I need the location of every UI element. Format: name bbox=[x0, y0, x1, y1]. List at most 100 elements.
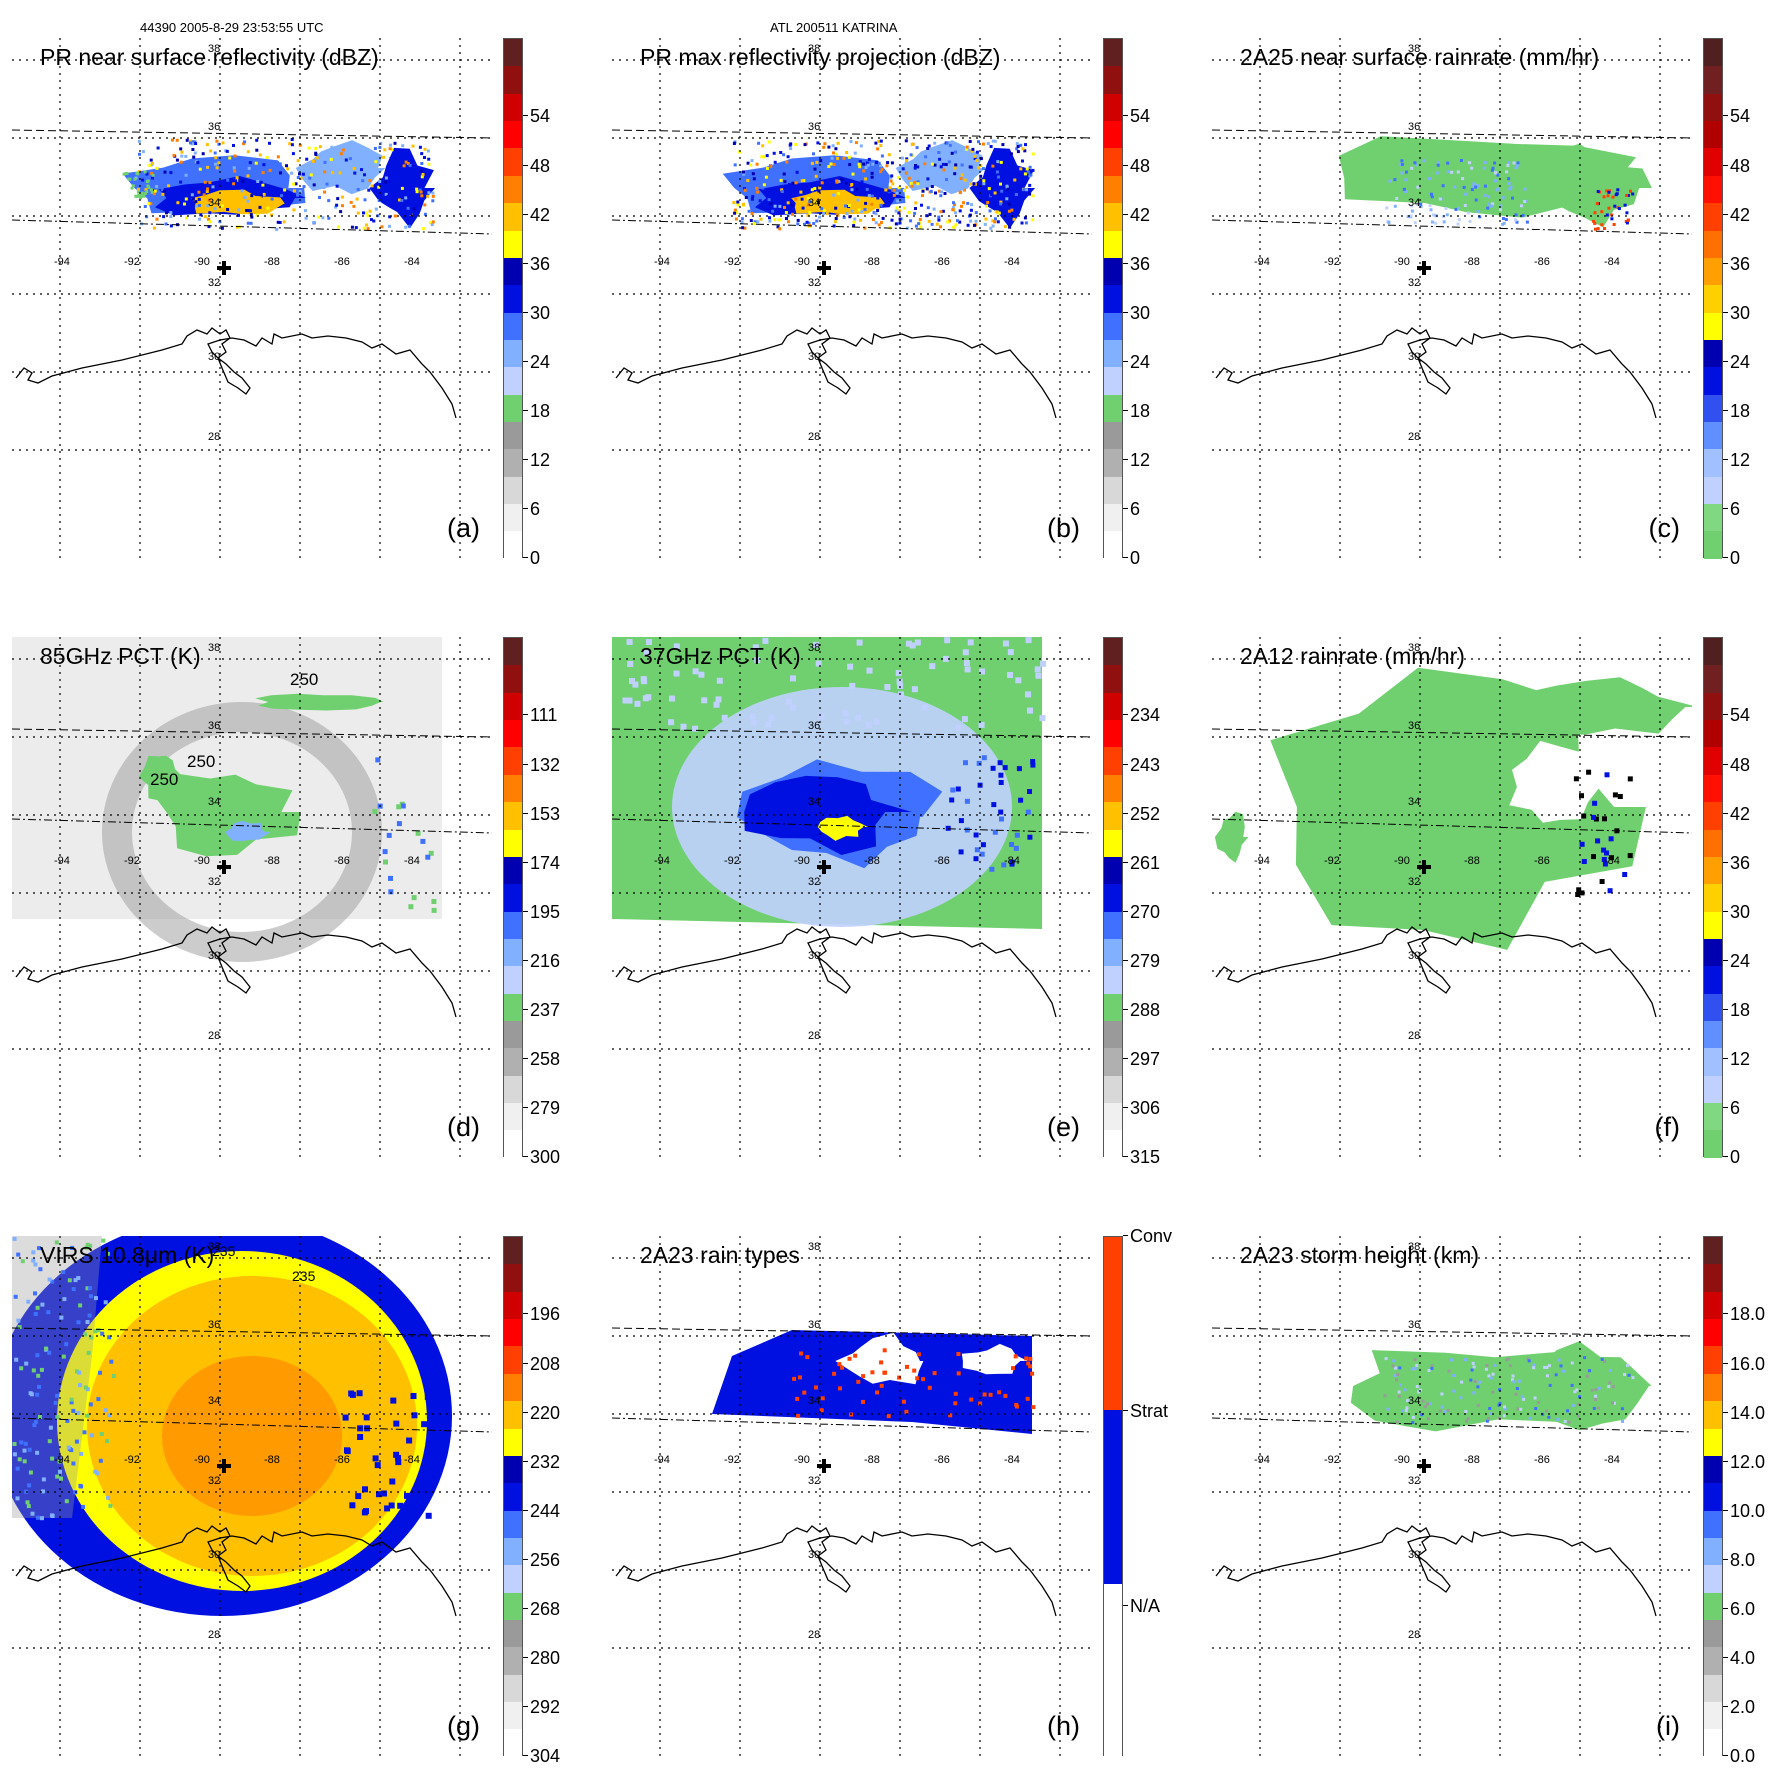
lat-label: 36 bbox=[808, 720, 820, 732]
colorbar-tick: 280 bbox=[522, 1647, 561, 1668]
panel-label: (g) bbox=[447, 1711, 480, 1741]
contour-label: 250 bbox=[187, 752, 215, 771]
colorbar-segment bbox=[1704, 829, 1722, 857]
colorbar-tick: 0 bbox=[1722, 1147, 1741, 1167]
lat-label: 30 bbox=[808, 351, 820, 363]
colorbar-segment bbox=[1104, 774, 1122, 803]
colorbar-segment bbox=[1104, 531, 1122, 559]
contour-label: 250 bbox=[150, 770, 178, 789]
colorbar-segment bbox=[504, 911, 522, 939]
colorbar bbox=[503, 1236, 523, 1757]
colorbar-tick: 54 bbox=[1722, 106, 1751, 127]
map-d: 250 250 250 -94 -92 -90 -88 -86 -84 38 36 34 32 30 28 bbox=[12, 637, 492, 1157]
colorbar-tick: N/A bbox=[1122, 1596, 1161, 1616]
colorbar-segment bbox=[1704, 1291, 1722, 1320]
panel-title: 2A23 rain types bbox=[640, 1242, 800, 1268]
colorbar-segment bbox=[504, 1021, 522, 1049]
lat-label: 38 bbox=[1408, 1241, 1420, 1253]
colorbar-segment bbox=[1704, 856, 1722, 885]
lat-label: 28 bbox=[808, 1030, 820, 1042]
lon-label: -90 bbox=[794, 256, 810, 268]
colorbar-tick: 0.0 bbox=[1722, 1746, 1756, 1766]
lat-label: 34 bbox=[208, 796, 220, 808]
lon-label: -88 bbox=[1464, 1454, 1480, 1466]
lon-label: -94 bbox=[54, 1454, 70, 1466]
colorbar-tick: 48 bbox=[522, 155, 551, 176]
lon-label: -88 bbox=[264, 1454, 280, 1466]
map-a: -94 -92 -90 -88 -86 -84 38 36 34 32 30 28 bbox=[12, 38, 492, 558]
colorbar-tick: 111 bbox=[522, 705, 558, 726]
colorbar-tick: 174 bbox=[522, 852, 561, 873]
lon-label: -92 bbox=[124, 855, 140, 867]
colorbar-segment bbox=[1104, 312, 1122, 340]
colorbar-ticks: 304 292 280 268 256 244 232 220 208 196 bbox=[522, 1236, 590, 1765]
lon-label: -84 bbox=[1604, 855, 1620, 867]
lon-label: -90 bbox=[794, 855, 810, 867]
colorbar-segment bbox=[1704, 1264, 1722, 1292]
colorbar-tick: 30 bbox=[522, 302, 551, 323]
lon-label: -84 bbox=[1004, 855, 1020, 867]
lat-label: 34 bbox=[1408, 796, 1420, 808]
lon-label: -92 bbox=[724, 855, 740, 867]
lat-label: 30 bbox=[208, 1549, 220, 1561]
colorbar-segment bbox=[504, 1647, 522, 1675]
lon-label: -94 bbox=[654, 1454, 670, 1466]
lon-label: -94 bbox=[654, 855, 670, 867]
colorbar-segment bbox=[1704, 1455, 1722, 1484]
colorbar-tick: 36 bbox=[1722, 253, 1751, 274]
colorbar-segment bbox=[1704, 1075, 1722, 1104]
lon-label: -90 bbox=[194, 1454, 210, 1466]
colorbar-tick: 195 bbox=[522, 901, 561, 922]
colorbar-segment bbox=[504, 1319, 522, 1347]
colorbar-tick: 18.0 bbox=[1722, 1304, 1766, 1325]
colorbar-segment bbox=[1704, 665, 1722, 693]
lat-label: 28 bbox=[208, 1030, 220, 1042]
colorbar-segment bbox=[504, 1291, 522, 1320]
colorbar-tick: 48 bbox=[1722, 754, 1751, 775]
colorbar-segment bbox=[504, 1428, 522, 1456]
panel-title: PR near surface reflectivity (dBZ) bbox=[40, 44, 379, 70]
colorbar-segment bbox=[1704, 531, 1722, 559]
panel-h: -94 -92 -90 -88 -86 -84 38 36 34 32 30 28 2A23 rain… bbox=[612, 1227, 1172, 1757]
lat-label: 38 bbox=[808, 43, 820, 55]
colorbar-tick: 36 bbox=[1722, 852, 1751, 873]
panel-f: -94 -92 -90 -88 -86 -84 38 36 34 32 30 28 2A12 rain… bbox=[1212, 637, 1750, 1166]
colorbar-tick: 243 bbox=[1122, 754, 1161, 775]
lat-label: 28 bbox=[1408, 1629, 1420, 1641]
colorbar-segment bbox=[504, 1048, 522, 1076]
lat-label: 38 bbox=[1408, 43, 1420, 55]
colorbar-segment bbox=[1704, 1620, 1722, 1648]
lon-label: -88 bbox=[264, 855, 280, 867]
colorbar-segment bbox=[504, 856, 522, 885]
lat-label: 28 bbox=[808, 431, 820, 443]
colorbar bbox=[1103, 38, 1123, 559]
colorbar-segment bbox=[504, 1592, 522, 1621]
colorbar-segment bbox=[1704, 1401, 1722, 1429]
colorbar-tick: 2.0 bbox=[1722, 1696, 1756, 1717]
colorbar-segment bbox=[504, 720, 522, 748]
colorbar-tick: 24 bbox=[1122, 351, 1151, 372]
colorbar-segment bbox=[1104, 476, 1122, 505]
colorbar-segment bbox=[1704, 339, 1722, 368]
lat-label: 36 bbox=[808, 121, 820, 133]
lon-label: -92 bbox=[724, 1454, 740, 1466]
lat-label: 32 bbox=[1408, 1475, 1420, 1487]
colorbar-tick: 0 bbox=[1722, 548, 1741, 568]
lat-label: 32 bbox=[208, 277, 220, 289]
colorbar-segment bbox=[1704, 230, 1722, 258]
colorbar-segment bbox=[1104, 1583, 1122, 1757]
lon-label: -86 bbox=[334, 1454, 350, 1466]
colorbar-segment bbox=[1104, 66, 1122, 94]
colorbar-segment bbox=[504, 175, 522, 204]
colorbar-segment bbox=[1704, 720, 1722, 748]
lat-label: 30 bbox=[808, 950, 820, 962]
colorbar-segment bbox=[1704, 1021, 1722, 1049]
colorbar-segment bbox=[504, 1510, 522, 1538]
colorbar bbox=[1703, 1236, 1723, 1757]
colorbar-ticks: 300 279 258 237 216 195 174 153 132 111 bbox=[522, 637, 590, 1166]
lon-label: -86 bbox=[334, 256, 350, 268]
colorbar-segment bbox=[1704, 747, 1722, 775]
contour-label: 235 bbox=[212, 1243, 236, 1259]
panel-title: 37GHz PCT (K) bbox=[640, 643, 801, 669]
panel-label: (i) bbox=[1656, 1711, 1680, 1741]
